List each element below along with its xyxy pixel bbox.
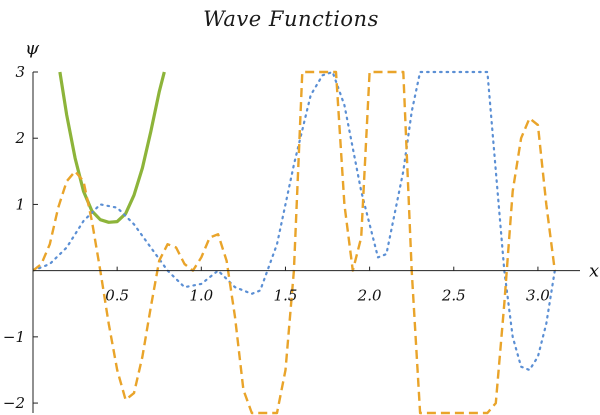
x-tick-label: 2.5: [441, 287, 466, 305]
y-tick-label: −1: [3, 328, 25, 346]
axes-layer: x ψ: [25, 38, 599, 413]
ticks-layer: 0.5 1.0 1.5 2.0 2.5 3.0 −2 −1 1 2 3: [3, 63, 550, 412]
y-tick-label: 2: [14, 129, 25, 147]
series-line-dashed: [33, 70, 556, 415]
chart-title: Wave Functions: [203, 7, 379, 31]
x-tick-label: 1.5: [274, 287, 298, 305]
x-tick-label: 0.5: [105, 287, 129, 305]
y-axis-label: ψ: [25, 38, 40, 59]
y-tick-label: 3: [15, 63, 25, 81]
series-line-solid: [58, 71, 166, 224]
x-tick-label: 3.0: [526, 287, 550, 305]
x-axis-label: x: [589, 261, 599, 282]
y-tick-label: 1: [15, 195, 25, 213]
series-layer: [33, 70, 556, 415]
x-tick-label: 1.0: [189, 287, 213, 305]
x-tick-label: 2.0: [357, 287, 382, 305]
y-tick-label: −2: [3, 394, 25, 412]
